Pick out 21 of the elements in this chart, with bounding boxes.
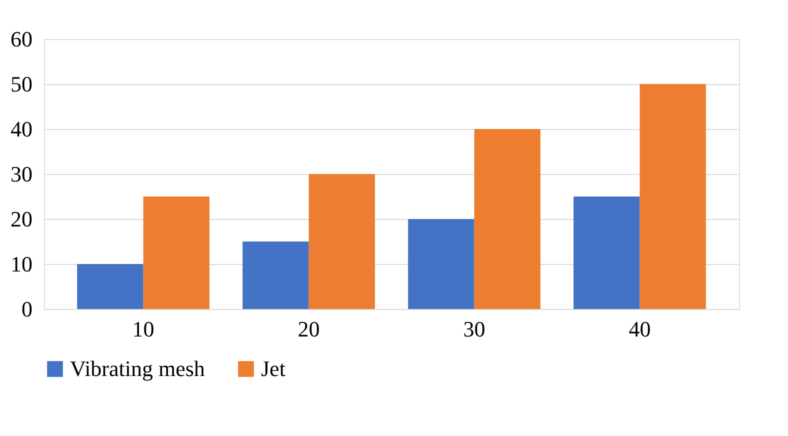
x-tick-label: 30 bbox=[463, 316, 486, 342]
legend-label: Jet bbox=[261, 356, 286, 381]
legend-label: Vibrating mesh bbox=[70, 356, 205, 381]
bar bbox=[77, 264, 144, 309]
y-tick-label: 50 bbox=[10, 72, 32, 96]
x-tick-label: 20 bbox=[298, 316, 320, 342]
y-tick-label: 40 bbox=[10, 116, 32, 142]
bar bbox=[574, 196, 640, 309]
x-tick-label: 10 bbox=[132, 316, 154, 342]
bar bbox=[408, 219, 474, 309]
bar bbox=[474, 129, 540, 309]
bar bbox=[242, 242, 309, 309]
bar bbox=[143, 196, 210, 309]
y-tick-label: 60 bbox=[10, 26, 32, 52]
bar bbox=[640, 84, 706, 309]
y-tick-label: 20 bbox=[10, 206, 32, 232]
x-tick-label: 40 bbox=[628, 316, 651, 342]
y-tick-label: 30 bbox=[10, 162, 32, 186]
y-tick-label: 0 bbox=[22, 296, 32, 322]
y-tick-label: 10 bbox=[10, 252, 32, 276]
bar bbox=[308, 174, 375, 309]
